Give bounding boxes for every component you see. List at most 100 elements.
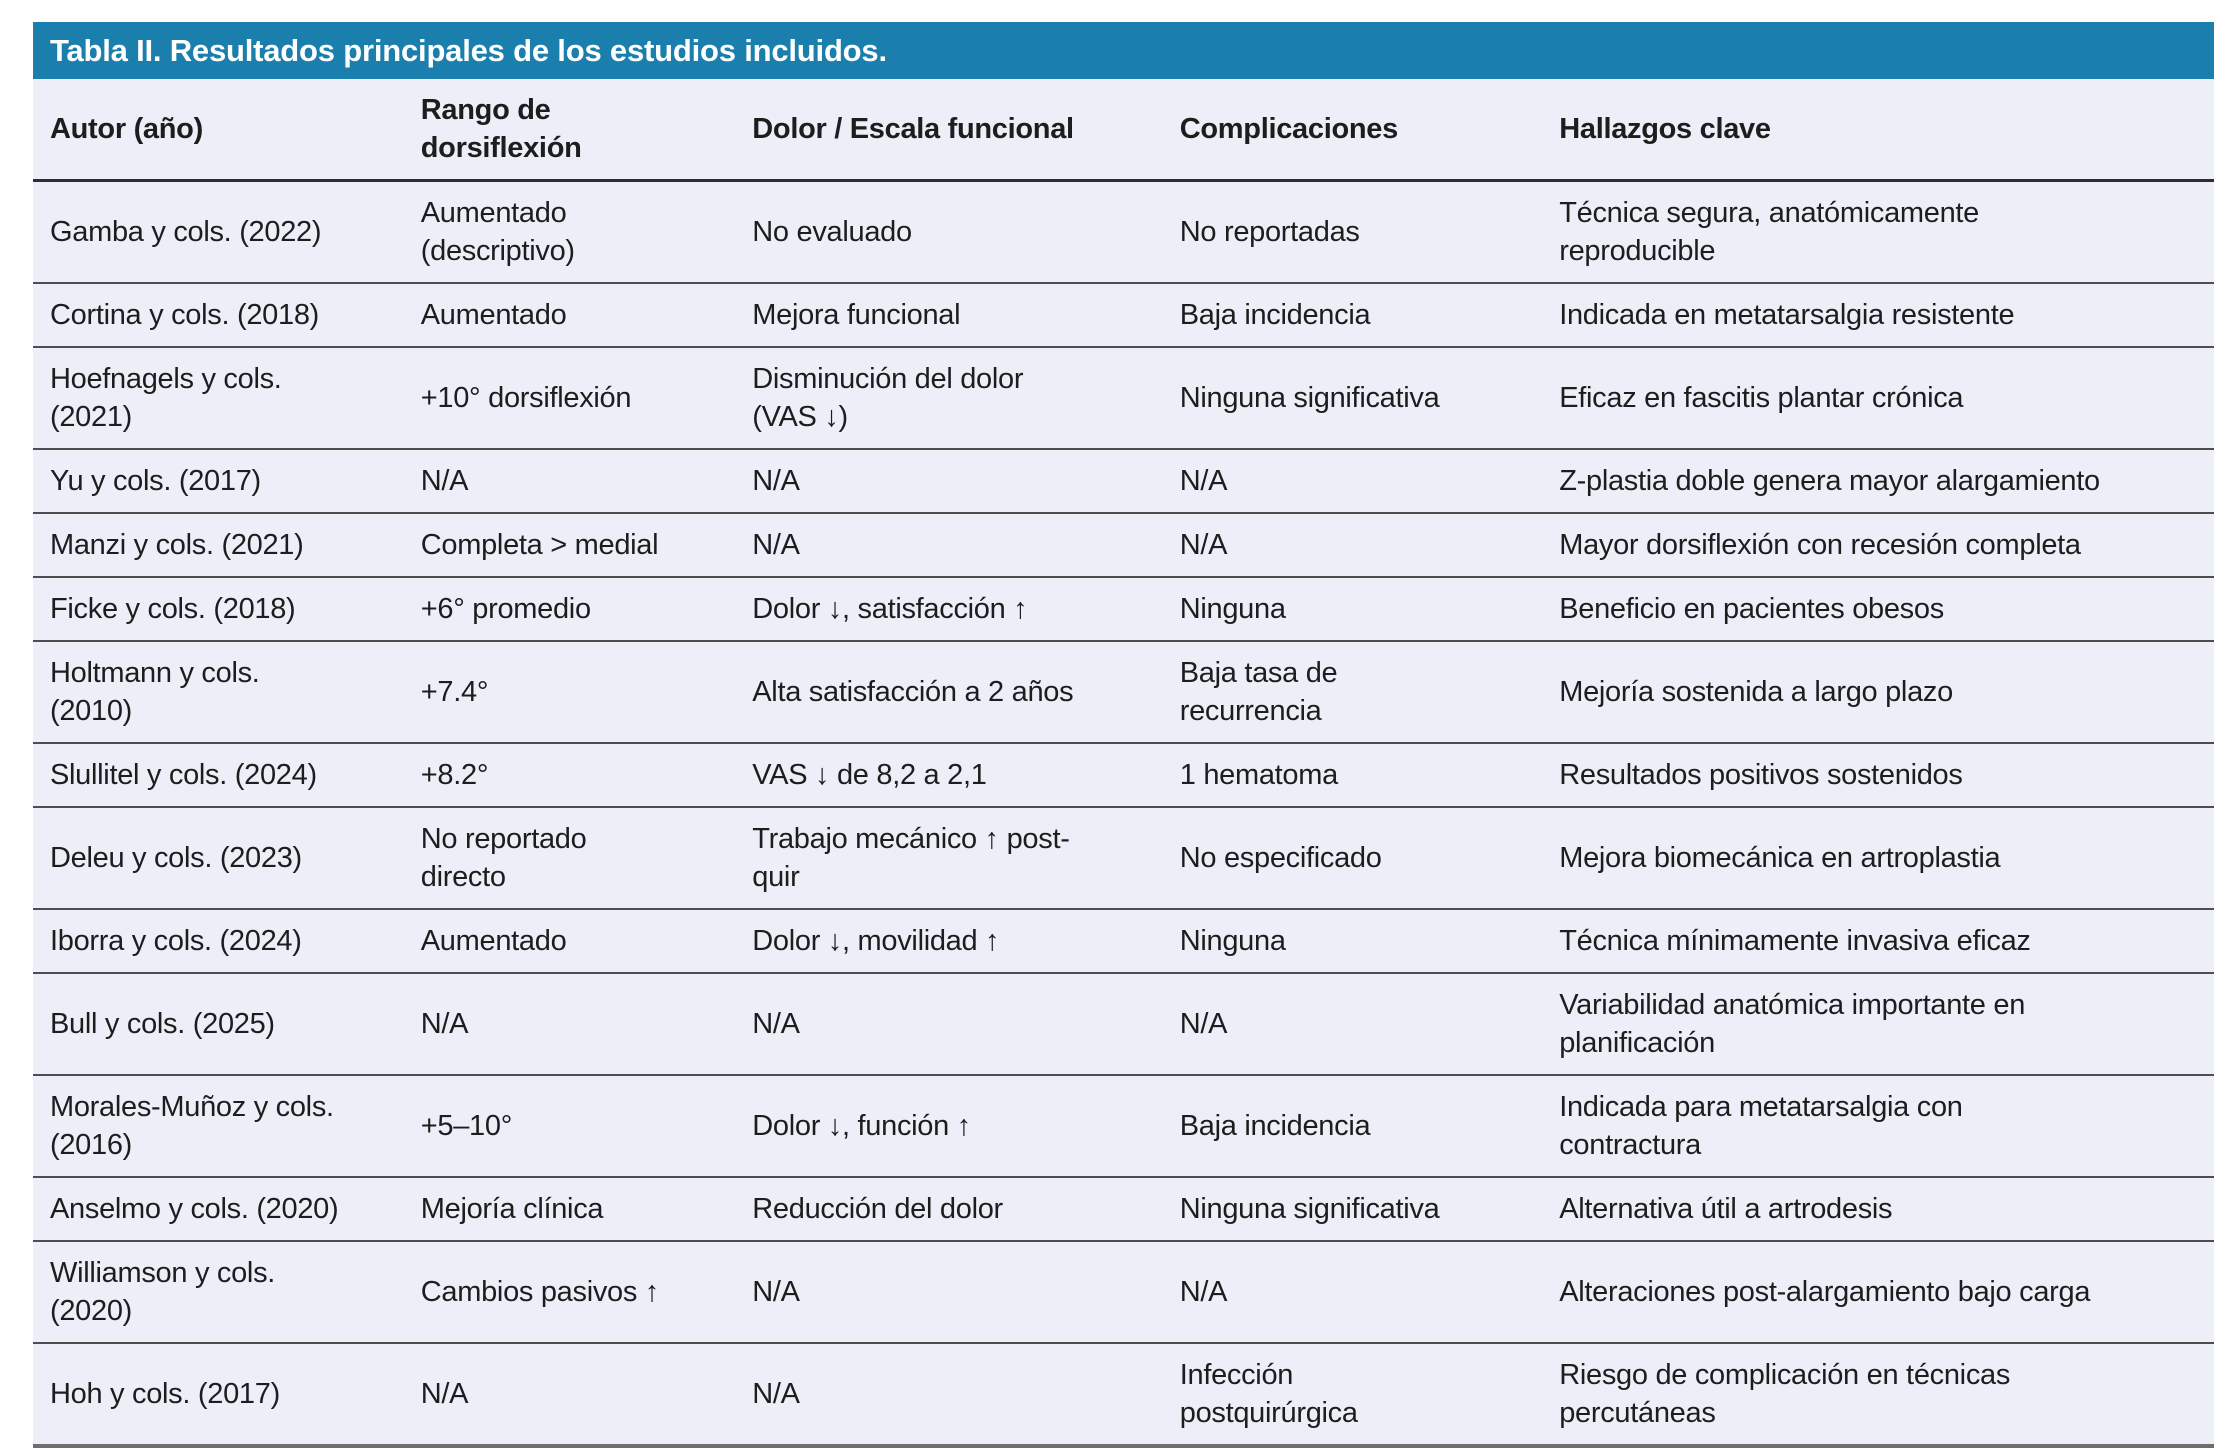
page: { "table": { "title": "Tabla II. Resulta… [0,22,2238,1448]
cell-hallazgos: Riesgo de complicación en técnicas percu… [1542,1342,2214,1448]
table-body: Gamba y cols. (2022) Aumentado (descripti… [33,181,2214,1448]
cell-dolor-escala: Dolor ↓, satisfacción ↑ [735,576,1163,641]
cell-hallazgos: Mejora biomecánica en artroplastia [1542,806,2214,909]
cell-rango-dorsiflexion: Completa > medial [403,512,736,577]
cell-complicaciones: 1 hematoma [1162,742,1543,807]
cell-complicaciones: Baja incidencia [1162,1074,1543,1177]
column-header: Hallazgos clave [1542,79,2214,182]
cell-complicaciones: Infección postquirúrgica [1162,1342,1543,1448]
cell-rango-dorsiflexion: +5–10° [403,1074,736,1177]
table-container: Tabla II. Resultados principales de los … [33,22,2214,1448]
cell-autor: Ficke y cols. (2018) [33,576,404,641]
results-table: Autor (año) Rango de dorsiflexión Dolor / … [33,79,2214,1448]
cell-rango-dorsiflexion: Mejoría clínica [403,1176,736,1241]
table-row: Manzi y cols. (2021) Completa > medial N/A… [33,512,2214,577]
cell-dolor-escala: N/A [735,1342,1163,1448]
cell-autor: Williamson y cols. (2020) [33,1240,404,1343]
cell-rango-dorsiflexion: N/A [403,448,736,513]
table-row: Cortina y cols. (2018) Aumentado Mejora fu… [33,282,2214,347]
cell-dolor-escala: Disminución del dolor (VAS ↓) [735,346,1163,449]
cell-dolor-escala: N/A [735,972,1163,1075]
cell-hallazgos: Eficaz en fascitis plantar crónica [1542,346,2214,449]
table-row: Williamson y cols. (2020) Cambios pasivos… [33,1240,2214,1343]
cell-hallazgos: Indicada en metatarsalgia resistente [1542,282,2214,347]
cell-hallazgos: Variabilidad anatómica importante en pla… [1542,972,2214,1075]
column-header: Complicaciones [1162,79,1543,182]
cell-complicaciones: Ninguna significativa [1162,1176,1543,1241]
cell-hallazgos: Mayor dorsiflexión con recesión completa [1542,512,2214,577]
cell-dolor-escala: VAS ↓ de 8,2 a 2,1 [735,742,1163,807]
cell-autor: Anselmo y cols. (2020) [33,1176,404,1241]
cell-hallazgos: Indicada para metatarsalgia con contract… [1542,1074,2214,1177]
cell-hallazgos: Alternativa útil a artrodesis [1542,1176,2214,1241]
cell-autor: Bull y cols. (2025) [33,972,404,1075]
cell-autor: Hoh y cols. (2017) [33,1342,404,1448]
cell-autor: Cortina y cols. (2018) [33,282,404,347]
cell-hallazgos: Mejoría sostenida a largo plazo [1542,640,2214,743]
table-row: Hoefnagels y cols. (2021) +10° dorsiflexi… [33,346,2214,449]
cell-complicaciones: N/A [1162,512,1543,577]
cell-autor: Hoefnagels y cols. (2021) [33,346,404,449]
table-row: Anselmo y cols. (2020) Mejoría clínica Red… [33,1176,2214,1241]
cell-complicaciones: Ninguna significativa [1162,346,1543,449]
cell-rango-dorsiflexion: Aumentado (descriptivo) [420,197,575,267]
cell-dolor-escala: Dolor ↓, función ↑ [735,1074,1163,1177]
column-header: Autor (año) [33,79,404,182]
column-header: Rango de dorsiflexión [403,79,736,182]
cell-autor: Deleu y cols. (2023) [33,806,404,909]
cell-rango-dorsiflexion: N/A [403,972,736,1075]
cell-hallazgos: Técnica mínimamente invasiva eficaz [1542,908,2214,973]
cell-complicaciones: N/A [1162,972,1543,1075]
cell-rango-dorsiflexion: No reportado directo [403,806,736,909]
cell-complicaciones: No reportadas [1179,216,1360,248]
cell-autor: Slullitel y cols. (2024) [33,742,404,807]
header-row: Autor (año) Rango de dorsiflexión Dolor / … [33,79,2214,182]
cell-complicaciones: N/A [1162,1240,1543,1343]
table-title: Tabla II. Resultados principales de los … [50,32,887,68]
cell-dolor-escala: Trabajo mecánico ↑ post- quir [735,806,1163,909]
cell-hallazgos: Beneficio en pacientes obesos [1542,576,2214,641]
table-row: Bull y cols. (2025) N/A N/A N/A Variabilidad… [33,972,2214,1075]
cell-rango-dorsiflexion: Aumentado [403,908,736,973]
table-row: Slullitel y cols. (2024) +8.2° VAS ↓ de 8,… [33,742,2214,807]
table-title-bar: Tabla II. Resultados principales de los … [33,22,2214,79]
cell-dolor-escala: Mejora funcional [735,282,1163,347]
cell-complicaciones: Baja tasa de recurrencia [1162,640,1543,743]
cell-autor: Morales-Muñoz y cols. (2016) [33,1074,404,1177]
cell-rango-dorsiflexion: +8.2° [403,742,736,807]
table-row: Holtmann y cols. (2010) +7.4° Alta satisfa… [33,640,2214,743]
cell-autor: Holtmann y cols. (2010) [33,640,404,743]
cell-hallazgos: Resultados positivos sostenidos [1542,742,2214,807]
cell-rango-dorsiflexion: +7.4° [403,640,736,743]
cell-rango-dorsiflexion: Cambios pasivos ↑ [403,1240,736,1343]
cell-dolor-escala: N/A [735,448,1163,513]
cell-rango-dorsiflexion: Aumentado [403,282,736,347]
cell-dolor-escala: N/A [735,512,1163,577]
cell-complicaciones: N/A [1162,448,1543,513]
table-row: Morales-Muñoz y cols. (2016) +5–10° Dolor … [33,1074,2214,1177]
cell-hallazgos: Técnica segura, anatómicamente reproduci… [1559,197,1980,267]
cell-autor: Gamba y cols. (2022) [50,216,322,248]
cell-hallazgos: Alteraciones post-alargamiento bajo carg… [1542,1240,2214,1343]
cell-autor: Yu y cols. (2017) [33,448,404,513]
cell-dolor-escala: Alta satisfacción a 2 años [735,640,1163,743]
table-row: Gamba y cols. (2022) Aumentado (descripti… [33,181,2214,284]
cell-dolor-escala: No evaluado [752,216,912,248]
cell-complicaciones: No especificado [1162,806,1543,909]
cell-rango-dorsiflexion: N/A [403,1342,736,1448]
cell-complicaciones: Baja incidencia [1162,282,1543,347]
cell-complicaciones: Ninguna [1162,576,1543,641]
cell-dolor-escala: N/A [735,1240,1163,1343]
table-row: Hoh y cols. (2017) N/A N/A Infección postqu… [33,1342,2214,1448]
cell-hallazgos: Z-plastia doble genera mayor alargamient… [1542,448,2214,513]
cell-dolor-escala: Dolor ↓, movilidad ↑ [735,908,1163,973]
column-header: Dolor / Escala funcional [735,79,1163,182]
cell-autor: Iborra y cols. (2024) [33,908,404,973]
cell-rango-dorsiflexion: +6° promedio [403,576,736,641]
table-row: Deleu y cols. (2023) No reportado directo… [33,806,2214,909]
cell-complicaciones: Ninguna [1162,908,1543,973]
cell-dolor-escala: Reducción del dolor [735,1176,1163,1241]
table-row: Iborra y cols. (2024) Aumentado Dolor ↓, m… [33,908,2214,973]
table-row: Ficke y cols. (2018) +6° promedio Dolor ↓,… [33,576,2214,641]
cell-autor: Manzi y cols. (2021) [33,512,404,577]
